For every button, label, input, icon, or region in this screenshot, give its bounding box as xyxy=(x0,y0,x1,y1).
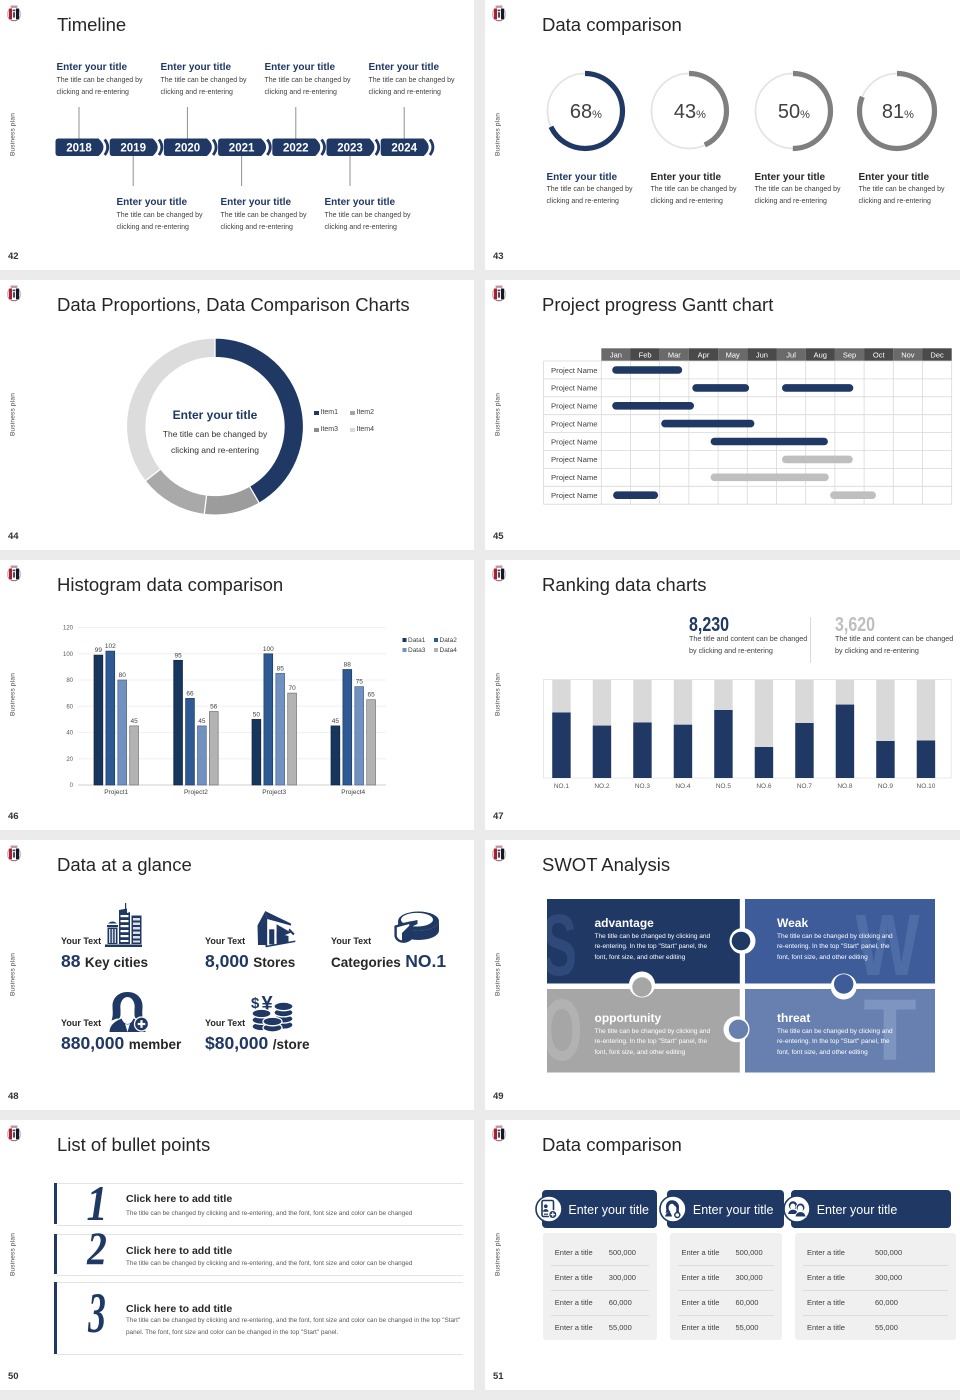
svg-text:20: 20 xyxy=(66,757,73,763)
svg-text:81: 81 xyxy=(882,101,904,123)
svg-text:80: 80 xyxy=(66,678,73,684)
svg-text:80: 80 xyxy=(119,672,127,679)
svg-text:Feb: Feb xyxy=(639,351,652,360)
svg-text:2020: 2020 xyxy=(175,142,201,154)
svg-text:Project Name: Project Name xyxy=(551,473,598,482)
svg-text:Aug: Aug xyxy=(814,351,827,360)
svg-text:88: 88 xyxy=(344,662,352,669)
svg-text:2018: 2018 xyxy=(66,142,92,154)
svg-text:50: 50 xyxy=(253,711,261,718)
svg-text:Project Name: Project Name xyxy=(551,366,598,375)
svg-text:Project Name: Project Name xyxy=(551,419,598,428)
svg-text:Jun: Jun xyxy=(756,351,768,360)
svg-text:Project Name: Project Name xyxy=(551,437,598,446)
svg-text:Dec: Dec xyxy=(930,351,944,360)
svg-text:NO.6: NO.6 xyxy=(756,783,772,790)
svg-text:75: 75 xyxy=(356,679,364,686)
svg-text:NO.10: NO.10 xyxy=(917,783,936,790)
svg-text:%: % xyxy=(904,109,914,121)
svg-text:Project2: Project2 xyxy=(184,789,208,796)
svg-text:2019: 2019 xyxy=(120,142,146,154)
svg-text:56: 56 xyxy=(210,704,218,711)
svg-text:NO.3: NO.3 xyxy=(635,783,651,790)
svg-text:Project3: Project3 xyxy=(262,789,286,796)
svg-text:$: $ xyxy=(251,995,260,1012)
svg-text:%: % xyxy=(800,109,810,121)
svg-text:NO.4: NO.4 xyxy=(675,783,691,790)
svg-text:O: O xyxy=(542,982,583,1079)
svg-text:T: T xyxy=(863,982,916,1079)
svg-text:0: 0 xyxy=(70,783,74,789)
svg-text:95: 95 xyxy=(174,652,182,659)
svg-text:Data1: Data1 xyxy=(408,637,426,644)
svg-text:May: May xyxy=(726,351,740,360)
svg-text:2022: 2022 xyxy=(283,142,309,154)
svg-text:S: S xyxy=(541,897,577,994)
svg-text:Project Name: Project Name xyxy=(551,402,598,411)
svg-text:Data2: Data2 xyxy=(440,637,458,644)
svg-text:45: 45 xyxy=(198,718,206,725)
svg-text:Data4: Data4 xyxy=(440,647,458,654)
svg-text:Project1: Project1 xyxy=(104,789,128,796)
svg-text:2021: 2021 xyxy=(229,142,255,154)
svg-text:60: 60 xyxy=(66,704,73,710)
svg-text:68: 68 xyxy=(570,101,592,123)
svg-text:W: W xyxy=(855,896,919,994)
svg-text:100: 100 xyxy=(63,652,74,658)
svg-text:Jan: Jan xyxy=(610,351,622,360)
svg-text:Project Name: Project Name xyxy=(551,384,598,393)
svg-text:NO.5: NO.5 xyxy=(716,783,732,790)
svg-text:66: 66 xyxy=(186,690,194,697)
svg-text:Nov: Nov xyxy=(901,351,915,360)
svg-text:45: 45 xyxy=(130,718,138,725)
svg-text:50: 50 xyxy=(778,101,800,123)
svg-text:Project4: Project4 xyxy=(341,789,365,796)
svg-text:Project Name: Project Name xyxy=(551,491,598,500)
svg-text:NO.8: NO.8 xyxy=(837,783,853,790)
svg-text:43: 43 xyxy=(674,101,696,123)
svg-text:%: % xyxy=(696,109,706,121)
svg-text:Oct: Oct xyxy=(873,351,886,360)
svg-text:40: 40 xyxy=(66,731,73,737)
svg-text:Data3: Data3 xyxy=(408,647,426,654)
svg-text:NO.2: NO.2 xyxy=(594,783,610,790)
svg-text:Mar: Mar xyxy=(668,351,681,360)
svg-text:Project Name: Project Name xyxy=(551,455,598,464)
svg-text:Sep: Sep xyxy=(843,351,856,360)
svg-text:100: 100 xyxy=(263,646,274,653)
svg-text:102: 102 xyxy=(105,643,116,650)
svg-text:45: 45 xyxy=(332,718,340,725)
svg-text:85: 85 xyxy=(277,665,285,672)
svg-text:65: 65 xyxy=(367,692,375,699)
svg-text:70: 70 xyxy=(288,685,296,692)
svg-text:120: 120 xyxy=(63,626,74,632)
svg-text:NO.7: NO.7 xyxy=(797,783,813,790)
svg-text:2023: 2023 xyxy=(337,142,363,154)
svg-text:NO.1: NO.1 xyxy=(554,783,570,790)
svg-text:Apr: Apr xyxy=(698,351,710,360)
svg-text:Jul: Jul xyxy=(786,351,796,360)
svg-text:%: % xyxy=(592,109,602,121)
svg-text:NO.9: NO.9 xyxy=(878,783,894,790)
svg-text:99: 99 xyxy=(95,647,103,654)
svg-text:2024: 2024 xyxy=(391,142,417,154)
